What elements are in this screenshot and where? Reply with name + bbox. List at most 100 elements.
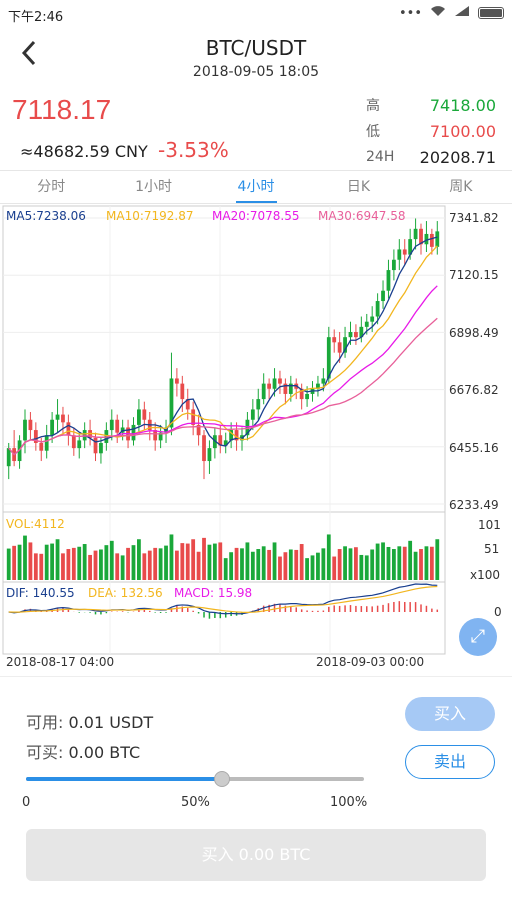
nav-header: BTC/USDT 2018-09-05 18:05 (0, 30, 512, 86)
volume-bar (386, 546, 391, 580)
volume-bar (191, 539, 196, 580)
buy-button[interactable]: 买入 (405, 697, 495, 731)
macd-group (8, 583, 439, 619)
volume-bar (99, 549, 103, 580)
tab-4h[interactable]: 4小时 (205, 171, 307, 203)
slider-label-50: 50% (181, 795, 210, 810)
stat-low-row: 低 7100.00 (366, 118, 496, 144)
volume-bar (71, 547, 76, 580)
volume-bar (185, 543, 190, 580)
stat-high-value: 7418.00 (429, 95, 496, 115)
candle-body (332, 337, 337, 343)
volume-bar (321, 548, 326, 580)
wifi-icon (430, 5, 446, 21)
volume-bar (294, 549, 299, 580)
can-buy-value: 0.00 (68, 743, 105, 762)
volume-bar (202, 537, 206, 580)
amount-slider[interactable] (26, 771, 364, 787)
candle-body (229, 430, 234, 441)
volume-bar (153, 547, 158, 580)
battery-icon (478, 7, 504, 19)
volume-bar (131, 545, 136, 580)
status-time: 下午2:46 (8, 10, 64, 25)
candle-body (305, 393, 309, 400)
candle-body (55, 414, 60, 420)
candle-body (413, 228, 418, 240)
ma5-label: MA5:7238.06 (6, 209, 86, 223)
vol-tick-2: x100 (470, 568, 500, 582)
tab-daily[interactable]: 日K (346, 179, 371, 195)
volume-bar (207, 544, 212, 580)
candle-body (196, 424, 201, 436)
slider-label-0: 0 (22, 795, 31, 810)
candle-body (185, 399, 190, 410)
volume-bar (337, 549, 342, 580)
fullscreen-button[interactable]: ⤢ (459, 618, 497, 656)
page-title: BTC/USDT (205, 36, 307, 60)
volume-bar (332, 556, 337, 580)
volume-bar (413, 551, 418, 580)
volume-bar (28, 542, 33, 580)
candle-body (326, 337, 331, 379)
dea-line (8, 585, 438, 613)
tab-weekly[interactable]: 周K (449, 179, 473, 195)
volume-bar (419, 549, 423, 580)
candle-body (397, 249, 402, 260)
volume-bar (261, 546, 266, 580)
stat-vol-row: 24H 20208.71 (366, 144, 496, 170)
volume-bar (55, 539, 60, 580)
kline-svg: MA5:7238.06 MA10:7192.87 MA20:7078.55 MA… (2, 205, 502, 669)
volume-bar (88, 554, 92, 580)
available-row: 可用: 0.01 USDT (26, 709, 153, 733)
candle-body (153, 430, 158, 441)
ma-lines-group (8, 236, 438, 456)
volume-bar (316, 552, 320, 580)
macd-dea-label: DEA: 132.56 (88, 586, 163, 600)
price-change: -3.53% (158, 138, 229, 162)
volume-group (6, 534, 440, 580)
volume-bar (212, 543, 217, 580)
volume-bar (272, 542, 277, 580)
volume-bar (435, 539, 440, 580)
candle-body (429, 233, 434, 247)
stat-low-label: 低 (366, 124, 380, 140)
sell-button[interactable]: 卖出 (405, 745, 495, 779)
submit-buy-button[interactable]: 买入 0.00 BTC (26, 829, 486, 881)
slider-handle[interactable] (214, 771, 231, 787)
candle-body (191, 409, 196, 425)
signal-dots-icon: ••• (398, 5, 422, 21)
expand-icon: ⤢ (470, 626, 486, 647)
candle-body (267, 383, 272, 389)
volume-bar (44, 544, 49, 580)
volume-bar (115, 553, 120, 580)
volume-bar (33, 553, 38, 580)
candle-body (131, 424, 136, 441)
available-unit: USDT (109, 713, 154, 732)
tab-1h[interactable]: 1小时 (135, 179, 173, 195)
volume-bar (397, 546, 402, 580)
candle-body (137, 409, 141, 425)
volume-bar (39, 553, 44, 580)
back-button[interactable] (18, 38, 50, 74)
candle-body (180, 383, 185, 400)
candle-body (93, 437, 98, 454)
candle-body (50, 419, 55, 436)
candle-body (202, 435, 206, 462)
candle-body (6, 448, 11, 467)
candle-body (28, 419, 33, 431)
volume-bar (180, 543, 185, 580)
volume-bar (375, 543, 380, 580)
volume-bar (66, 549, 71, 580)
last-price: 7118.17 (12, 94, 112, 125)
tab-timeshare[interactable]: 分时 (37, 179, 66, 195)
candle-body (174, 378, 179, 384)
volume-bar (245, 542, 250, 580)
slider-fill (26, 777, 223, 781)
vol-tick-1: 51 (484, 542, 499, 556)
candle-body (44, 435, 49, 451)
kline-chart[interactable]: MA5:7238.06 MA10:7192.87 MA20:7078.55 MA… (0, 204, 512, 674)
stat-vol-value: 20208.71 (419, 147, 496, 167)
candle-body (250, 409, 255, 420)
candle-body (343, 337, 347, 353)
time-tick-right: 2018-09-03 00:00 (316, 655, 424, 669)
